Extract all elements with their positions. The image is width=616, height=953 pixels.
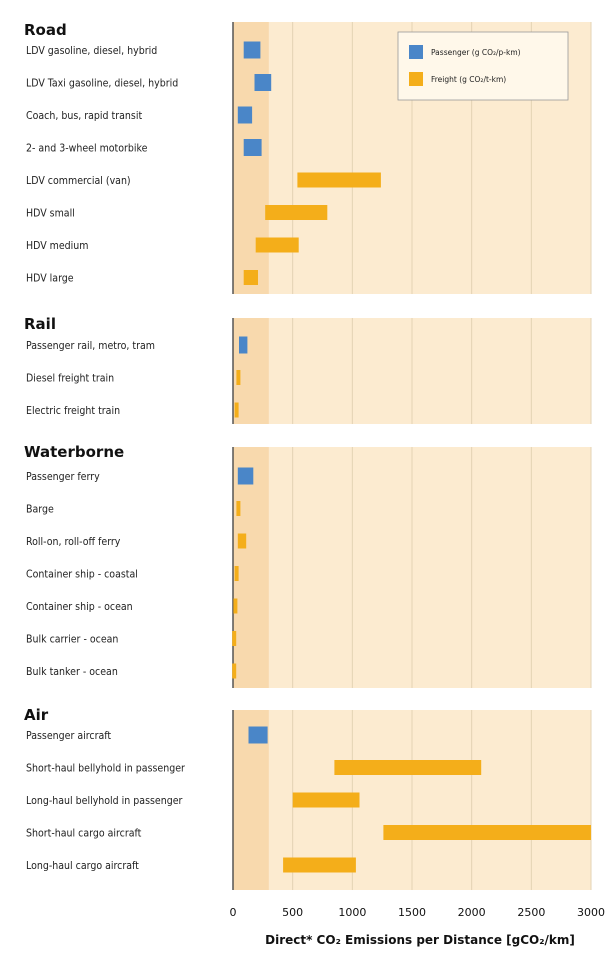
x-axis: 0 500 1000 1500 2000 2500 3000 (230, 906, 606, 919)
section-title-road: Road (24, 21, 67, 39)
passenger-bar-passenger-ferry (238, 468, 254, 485)
legend-swatch-passenger (409, 45, 423, 59)
labels-layer: Road LDV gasoline, diesel, hybrid LDV Taxi… (24, 21, 185, 872)
legend-label-passenger: Passenger (g CO₂/p-km) (431, 48, 521, 57)
freight-bar-container-ship-ocean (233, 599, 237, 614)
category-label: LDV gasoline, diesel, hybrid (26, 45, 157, 57)
freight-bar-container-ship-coastal (235, 566, 239, 581)
freight-bar-electric-freight-train (235, 403, 239, 418)
passenger-bar-ldv-taxi-gasoline-diesel-hybrid (255, 74, 272, 91)
section-title-waterborne: Waterborne (24, 443, 124, 461)
x-tick-label: 2000 (458, 906, 486, 919)
passenger-bar-ldv-gasoline-diesel-hybrid (244, 42, 261, 59)
category-label: Bulk tanker - ocean (26, 666, 118, 678)
freight-bar-short-haul-bellyhold-in-passenger (334, 760, 481, 775)
passenger-bar-2-and-3-wheel-motorbike (244, 139, 262, 156)
category-label: HDV medium (26, 240, 89, 252)
category-label: Passenger ferry (26, 471, 100, 483)
legend-swatch-freight (409, 72, 423, 86)
category-label: HDV large (26, 273, 74, 285)
freight-bar-short-haul-cargo-aircraft (383, 825, 591, 840)
category-label: Container ship - coastal (26, 569, 138, 581)
category-label: Long-haul cargo aircraft (26, 860, 139, 872)
x-tick-label: 2500 (517, 906, 545, 919)
x-tick-label: 3000 (577, 906, 605, 919)
passenger-bar-coach-bus-rapid-transit (238, 107, 252, 124)
freight-bar-hdv-large (244, 270, 258, 285)
category-label: 2- and 3-wheel motorbike (26, 143, 148, 155)
x-tick-label: 1500 (398, 906, 426, 919)
category-label: Short-haul bellyhold in passenger (26, 763, 185, 775)
category-label: Passenger rail, metro, tram (26, 340, 155, 352)
section-title-air: Air (24, 706, 49, 724)
category-label: Short-haul cargo aircraft (26, 828, 142, 840)
freight-bar-long-haul-bellyhold-in-passenger (293, 793, 360, 808)
category-label: Passenger aircraft (26, 730, 111, 742)
passenger-bar-passenger-rail-metro-tram (239, 337, 247, 354)
x-tick-label: 500 (282, 906, 303, 919)
freight-bar-diesel-freight-train (236, 370, 240, 385)
x-axis-title: Direct* CO₂ Emissions per Distance [gCO₂… (265, 933, 575, 947)
category-label: LDV commercial (van) (26, 175, 131, 187)
x-tick-label: 0 (230, 906, 237, 919)
freight-bar-hdv-medium (256, 238, 299, 253)
category-label: HDV small (26, 208, 75, 220)
freight-bar-bulk-tanker-ocean (232, 664, 236, 679)
section-title-rail: Rail (24, 315, 56, 333)
category-label: Roll-on, roll-off ferry (26, 536, 121, 548)
legend: Passenger (g CO₂/p-km) Freight (g CO₂/t-k… (398, 32, 568, 100)
freight-bar-barge (236, 501, 240, 516)
category-label: Long-haul bellyhold in passenger (26, 795, 183, 807)
legend-label-freight: Freight (g CO₂/t-km) (431, 75, 506, 84)
legend-box (398, 32, 568, 100)
x-tick-label: 1000 (338, 906, 366, 919)
category-label: Electric freight train (26, 405, 120, 417)
category-label: Coach, bus, rapid transit (26, 110, 142, 122)
passenger-bar-passenger-aircraft (249, 727, 268, 744)
category-label: Container ship - ocean (26, 601, 133, 613)
freight-bar-hdv-small (265, 205, 327, 220)
freight-bar-long-haul-cargo-aircraft (283, 858, 356, 873)
category-label: Barge (26, 504, 54, 516)
freight-bar-ldv-commercial-van- (297, 173, 381, 188)
category-label: LDV Taxi gasoline, diesel, hybrid (26, 78, 178, 90)
freight-bar-roll-on-roll-off-ferry (238, 534, 246, 549)
category-label: Bulk carrier - ocean (26, 634, 118, 646)
panel-shade-0 (233, 22, 269, 294)
freight-bar-bulk-carrier-ocean (232, 631, 236, 646)
category-label: Diesel freight train (26, 373, 114, 385)
